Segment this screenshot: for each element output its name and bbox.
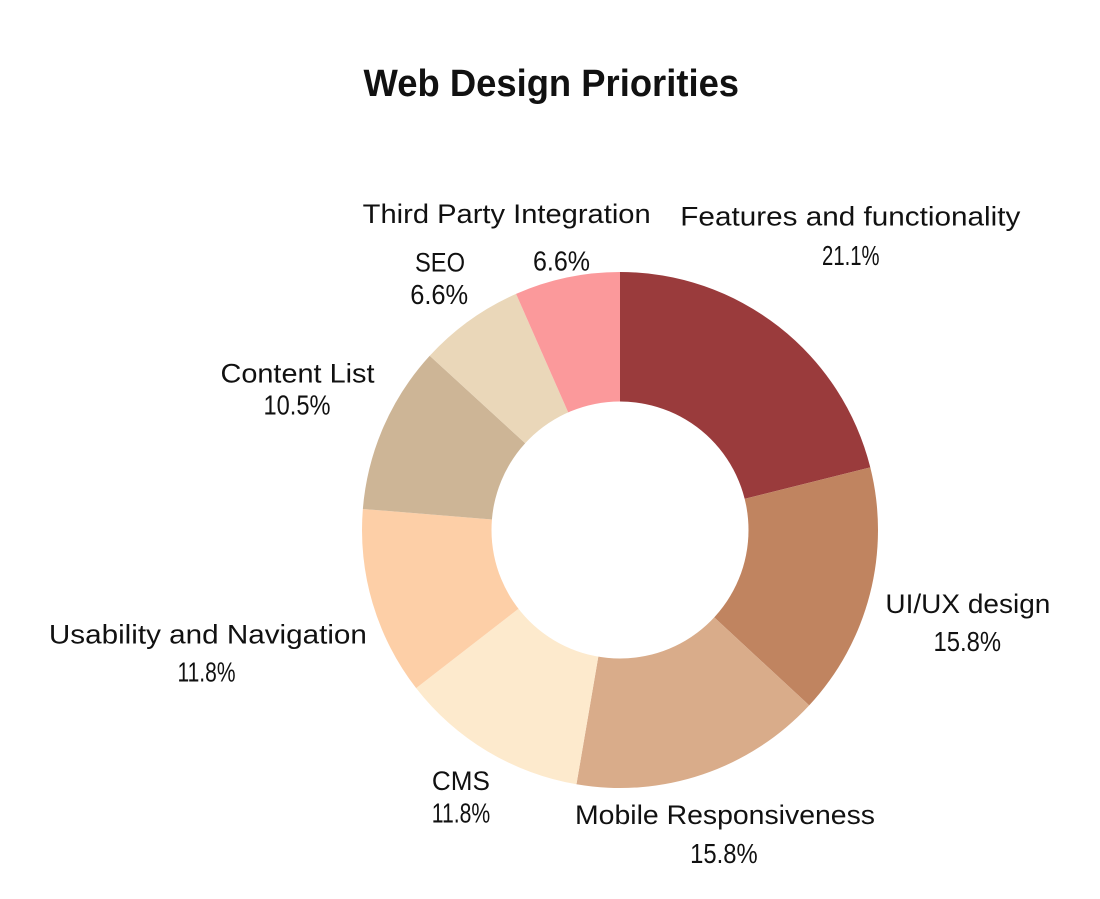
svg-text:21.1%: 21.1% bbox=[822, 240, 880, 271]
svg-text:Web Design Priorities: Web Design Priorities bbox=[364, 63, 740, 105]
svg-text:UI/UX design: UI/UX design bbox=[885, 589, 1050, 619]
svg-text:6.6%: 6.6% bbox=[410, 279, 468, 310]
svg-text:Content List: Content List bbox=[221, 359, 376, 389]
svg-text:10.5%: 10.5% bbox=[264, 390, 331, 421]
svg-text:SEO: SEO bbox=[415, 247, 465, 277]
svg-text:6.6%: 6.6% bbox=[533, 246, 590, 277]
svg-text:11.8%: 11.8% bbox=[178, 657, 236, 688]
svg-text:15.8%: 15.8% bbox=[690, 838, 758, 869]
svg-text:Usability and Navigation: Usability and Navigation bbox=[49, 620, 367, 650]
svg-text:11.8%: 11.8% bbox=[432, 798, 491, 829]
svg-text:Mobile Responsiveness: Mobile Responsiveness bbox=[575, 800, 875, 830]
svg-text:CMS: CMS bbox=[432, 766, 490, 796]
svg-text:Features and functionality: Features and functionality bbox=[680, 201, 1021, 231]
svg-text:Third Party Integration: Third Party Integration bbox=[363, 199, 651, 229]
svg-text:15.8%: 15.8% bbox=[934, 626, 1002, 657]
